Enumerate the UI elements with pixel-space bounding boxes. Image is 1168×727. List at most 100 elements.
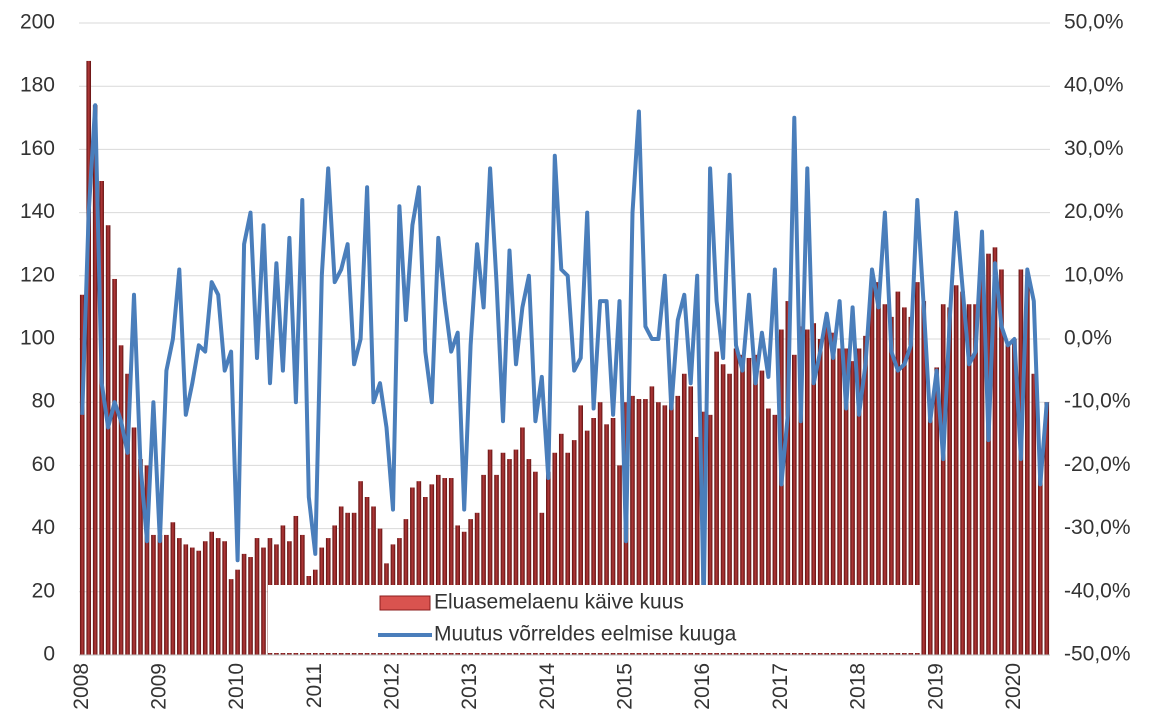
bar: [740, 354, 745, 655]
bar: [992, 247, 998, 656]
bar: [630, 395, 635, 655]
bar: [792, 354, 797, 655]
bar: [772, 414, 778, 655]
y2-tick-label: 50,0%: [1064, 11, 1124, 34]
bar: [889, 316, 894, 655]
y2-tick-label: 10,0%: [1064, 263, 1124, 286]
y-tick-label: 180: [20, 74, 55, 97]
legend-label: Muutus võrreldes eelmise kuuga: [434, 623, 737, 646]
bar: [597, 402, 603, 655]
bar: [960, 291, 965, 655]
bar: [442, 478, 448, 655]
y-tick-label: 60: [32, 453, 55, 476]
x-tick-label: 2016: [691, 663, 714, 710]
x-tick-label: 2020: [1002, 663, 1025, 710]
bar: [824, 326, 829, 655]
bar: [526, 459, 532, 655]
bar: [720, 364, 726, 655]
bar: [643, 399, 648, 655]
bar: [908, 316, 914, 655]
bar: [927, 402, 933, 655]
y-tick-label: 160: [20, 137, 55, 160]
bar: [934, 367, 940, 655]
bar: [798, 326, 804, 655]
bar: [591, 418, 596, 655]
bar: [99, 181, 104, 655]
bar: [79, 294, 85, 655]
bar: [746, 357, 752, 655]
bar: [1018, 269, 1024, 655]
bar: [895, 291, 901, 655]
bar: [817, 339, 823, 655]
bar: [604, 424, 609, 655]
bar: [1025, 285, 1030, 655]
x-tick-label: 2014: [536, 663, 559, 710]
bar: [164, 534, 169, 655]
x-tick-label: 2008: [70, 663, 93, 710]
bar: [759, 370, 765, 655]
y-tick-label: 120: [20, 263, 55, 286]
bar: [500, 452, 506, 655]
bar: [494, 474, 499, 655]
bar: [947, 307, 952, 655]
bar: [423, 497, 428, 655]
bar: [435, 474, 441, 655]
bar: [112, 278, 117, 655]
bar: [520, 427, 525, 655]
bar: [843, 348, 849, 655]
bar: [105, 225, 111, 656]
legend-label: Eluasemelaenu käive kuus: [434, 591, 684, 614]
bar: [429, 484, 435, 655]
bar: [869, 275, 875, 655]
bar: [656, 402, 661, 655]
bar: [558, 433, 564, 655]
bar: [196, 550, 202, 655]
x-tick-label: 2018: [847, 663, 870, 710]
y2-tick-label: 0,0%: [1064, 327, 1112, 350]
legend-box: [268, 585, 920, 653]
bar: [850, 361, 855, 655]
bar: [863, 335, 868, 655]
y2-tick-label: -30,0%: [1064, 516, 1131, 539]
bar: [86, 60, 92, 656]
bar: [1037, 465, 1043, 655]
bar: [364, 497, 370, 655]
x-tick-label: 2013: [458, 663, 481, 710]
bar: [727, 373, 732, 655]
y-tick-label: 100: [20, 327, 55, 350]
y-tick-label: 20: [32, 579, 55, 602]
x-tick-label: 2010: [225, 663, 248, 710]
bar: [753, 354, 758, 655]
bar: [973, 304, 978, 655]
bar: [999, 269, 1004, 655]
bar: [157, 534, 163, 655]
bar: [811, 323, 817, 655]
x-tick-label: 2011: [303, 663, 326, 708]
bar: [681, 373, 687, 655]
bar: [617, 465, 622, 655]
bar: [584, 430, 590, 655]
line-series: [80, 103, 1049, 607]
x-tick-label: 2012: [381, 663, 404, 710]
y2-tick-label: 20,0%: [1064, 200, 1124, 223]
bar: [131, 427, 137, 655]
bar: [986, 253, 991, 655]
bar: [487, 449, 493, 655]
bar: [92, 105, 98, 655]
bar: [539, 512, 545, 655]
y-tick-label: 80: [32, 390, 55, 413]
bar: [565, 452, 571, 655]
bar: [1012, 339, 1017, 655]
bar: [138, 459, 143, 655]
bar: [118, 345, 124, 655]
bar: [416, 481, 422, 655]
bar: [837, 348, 842, 655]
x-tick-label: 2015: [614, 663, 637, 710]
bar: [953, 285, 959, 655]
bar: [202, 541, 208, 655]
y-tick-label: 40: [32, 516, 55, 539]
bar: [804, 329, 810, 655]
bar: [261, 547, 266, 655]
bar: [662, 405, 668, 655]
